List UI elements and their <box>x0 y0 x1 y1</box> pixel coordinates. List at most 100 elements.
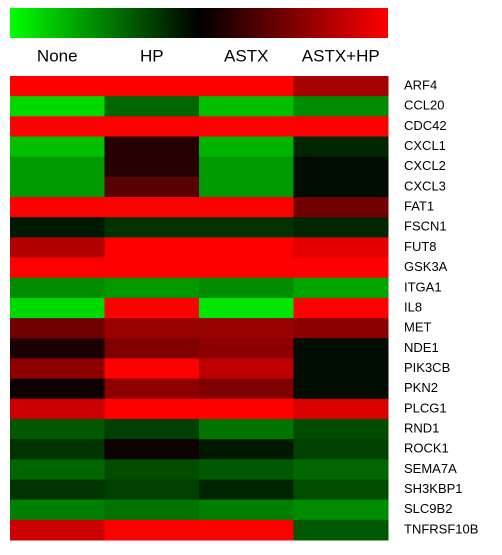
heatmap-cell <box>293 156 389 178</box>
heatmap-cell <box>10 439 105 460</box>
heatmap-cell <box>293 418 389 440</box>
heatmap-cell <box>293 439 389 460</box>
heatmap-cell <box>199 136 294 158</box>
heatmap-cell <box>199 398 294 420</box>
heatmap-cell <box>293 519 389 541</box>
heatmap-cell <box>293 76 389 97</box>
heatmap-cell <box>199 176 294 198</box>
heatmap-cell <box>199 479 294 501</box>
column-label: None <box>37 46 78 65</box>
heatmap-cell <box>10 197 105 218</box>
heatmap-cell <box>199 439 294 460</box>
heatmap-cell <box>293 398 389 420</box>
row-label: RND1 <box>404 420 439 435</box>
heatmap-cell <box>293 96 389 117</box>
heatmap-cell <box>10 156 105 178</box>
heatmap-cell <box>199 197 294 218</box>
heatmap-cell <box>10 96 105 117</box>
row-label: FAT1 <box>404 199 434 214</box>
heatmap-cell <box>104 237 200 259</box>
heatmap-cell <box>199 96 294 117</box>
heatmap-cell <box>10 116 105 138</box>
row-label: SH3KBP1 <box>404 481 463 496</box>
row-label: MET <box>404 320 432 335</box>
row-label: ARF4 <box>404 78 437 93</box>
heatmap-cell <box>199 418 294 440</box>
heatmap-cell <box>293 257 389 279</box>
heatmap-cell <box>293 297 389 319</box>
heatmap-cell <box>104 439 200 460</box>
heatmap-cell <box>10 237 105 259</box>
row-label: IL8 <box>404 299 422 314</box>
heatmap-cell <box>104 338 200 359</box>
heatmap-cell <box>293 116 389 138</box>
heatmap-cell <box>10 136 105 158</box>
heatmap-cell <box>199 358 294 380</box>
heatmap-cell <box>104 378 200 400</box>
heatmap-cell <box>104 76 200 97</box>
heatmap-cell <box>104 156 200 178</box>
heatmap-cell <box>104 297 200 319</box>
heatmap-cell <box>10 76 105 97</box>
heatmap-cell <box>293 338 389 359</box>
heatmap-cell <box>293 217 389 238</box>
heatmap-cell <box>104 318 200 339</box>
row-label: PIK3CB <box>404 360 450 375</box>
heatmap-cell <box>104 499 200 521</box>
heatmap-cell <box>293 459 389 480</box>
heatmap-cell <box>10 277 105 299</box>
heatmap-cell <box>10 217 105 238</box>
heatmap-cell <box>199 378 294 400</box>
column-label: ASTX+HP <box>302 46 380 65</box>
column-label: ASTX <box>224 46 268 65</box>
heatmap-cell <box>293 176 389 198</box>
heatmap-cell <box>293 197 389 218</box>
row-label: NDE1 <box>404 340 439 355</box>
heatmap-cell <box>199 499 294 521</box>
row-label: PKN2 <box>404 380 438 395</box>
row-label: FUT8 <box>404 239 437 254</box>
row-label: ITGA1 <box>404 279 442 294</box>
heatmap-cell <box>199 76 294 97</box>
row-label: FSCN1 <box>404 219 447 234</box>
heatmap-cell <box>10 338 105 359</box>
heatmap-cell <box>104 418 200 440</box>
heatmap-cell <box>293 136 389 158</box>
heatmap-cell <box>10 378 105 400</box>
heatmap-cell <box>199 237 294 259</box>
heatmap-cell <box>104 398 200 420</box>
heatmap-cell <box>104 116 200 138</box>
heatmap-cell <box>10 358 105 380</box>
column-label: HP <box>140 46 164 65</box>
heatmap-cell <box>10 459 105 480</box>
heatmap-cell <box>199 116 294 138</box>
heatmap-cell <box>199 459 294 480</box>
row-label: GSK3A <box>404 259 448 274</box>
heatmap-cell <box>10 479 105 501</box>
heatmap-cell <box>104 176 200 198</box>
heatmap-cell <box>104 459 200 480</box>
heatmap-cell <box>104 257 200 279</box>
heatmap-cell <box>199 217 294 238</box>
heatmap-cell <box>10 176 105 198</box>
heatmap-cell <box>104 96 200 117</box>
heatmap-cell <box>104 217 200 238</box>
heatmap-cell <box>199 277 294 299</box>
heatmap-cell <box>10 519 105 541</box>
heatmap-cell <box>199 519 294 541</box>
heatmap-cell <box>293 237 389 259</box>
heatmap-cell <box>293 378 389 400</box>
heatmap-cell <box>104 519 200 541</box>
heatmap-cell <box>293 499 389 521</box>
heatmap-cell <box>10 318 105 339</box>
heatmap-cell <box>199 156 294 178</box>
row-label: SLC9B2 <box>404 501 452 516</box>
row-label: CXCL1 <box>404 138 446 153</box>
heatmap-cell <box>293 358 389 380</box>
heatmap-cell <box>199 257 294 279</box>
heatmap-cell <box>293 277 389 299</box>
heatmap-cell <box>104 197 200 218</box>
heatmap-cell <box>199 297 294 319</box>
